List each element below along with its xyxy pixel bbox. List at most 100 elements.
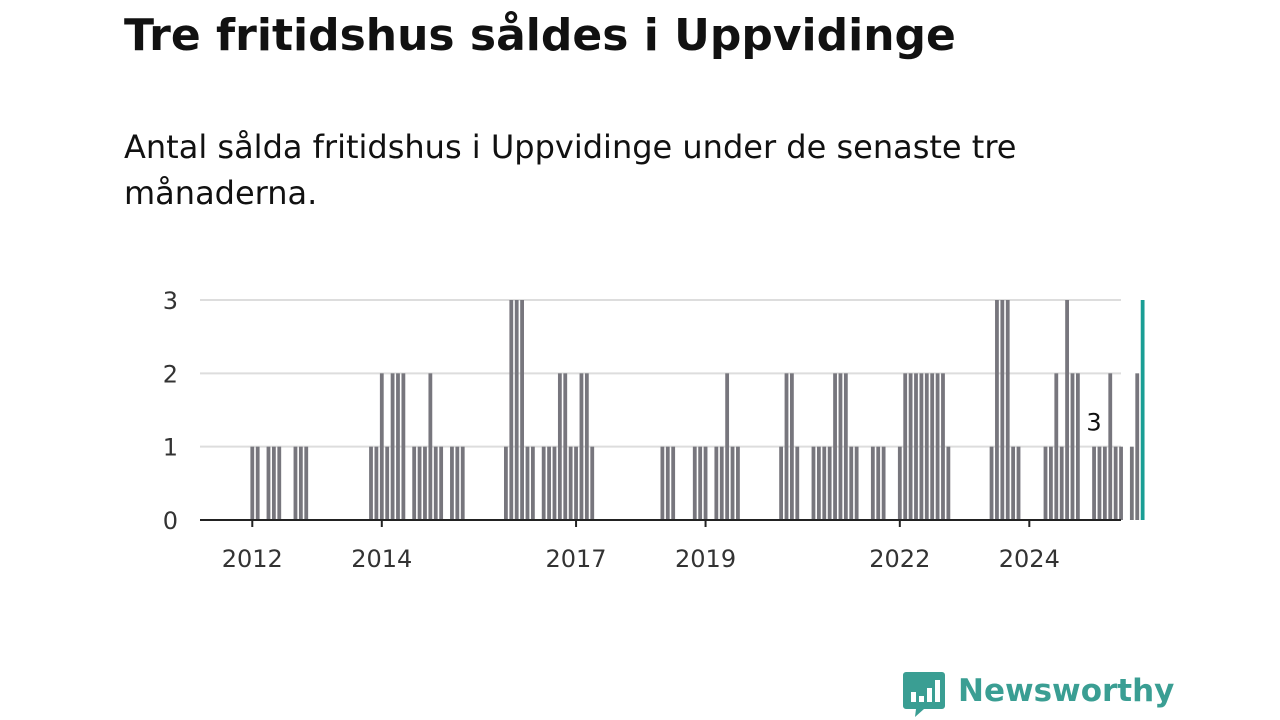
bar-2014-01 <box>379 373 384 520</box>
bar-2016-01 <box>509 300 514 520</box>
bar-2019-01 <box>703 446 708 520</box>
bar-2016-04 <box>525 446 530 520</box>
bar-2013-11 <box>369 446 373 520</box>
bar-2016-10 <box>557 373 562 520</box>
bar-undefined <box>1129 446 1134 520</box>
bar-2020-06 <box>795 446 800 520</box>
x-tick-label-2024: 2024 <box>999 545 1060 573</box>
x-tick-label-2014: 2014 <box>351 545 412 573</box>
bar-2023-08 <box>1000 300 1005 520</box>
brand-name: Newsworthy <box>958 673 1175 709</box>
bar-2019-07 <box>736 446 740 520</box>
y-tick-label-0: 0 <box>163 507 178 535</box>
bar-2012-02 <box>255 446 260 520</box>
x-tick-label-2022: 2022 <box>869 545 930 573</box>
bar-2021-02 <box>838 373 843 520</box>
bar-2022-09 <box>941 373 945 520</box>
bar-2017-04 <box>590 446 595 520</box>
bar-2014-05 <box>401 373 406 520</box>
bar-2023-09 <box>1005 300 1010 520</box>
bar-2014-02 <box>385 446 390 520</box>
x-tick-label-2019: 2019 <box>675 545 736 573</box>
bar-2021-04 <box>849 446 854 520</box>
bar-2022-05 <box>919 373 924 520</box>
bar-2023-07 <box>995 300 999 520</box>
bar-2024-09 <box>1070 373 1075 520</box>
bar-2014-04 <box>396 373 400 520</box>
bar-2014-10 <box>428 373 433 520</box>
bar-2015-03 <box>455 446 460 520</box>
bar-2020-10 <box>816 446 821 520</box>
bar-2020-03 <box>779 446 783 520</box>
bar-2015-04 <box>460 446 465 520</box>
newsworthy-logo-icon <box>903 672 945 717</box>
bar-2022-04 <box>914 373 918 520</box>
bar-2021-05 <box>854 446 859 520</box>
bar-2018-06 <box>665 446 670 520</box>
y-tick-label-1: 1 <box>163 434 178 462</box>
chart-subtitle: Antal sålda fritidshus i Uppvidinge unde… <box>124 128 1017 212</box>
bar-2023-06 <box>989 446 994 520</box>
bar-2022-02 <box>903 373 908 520</box>
bar-2016-05 <box>530 446 535 520</box>
bar-2014-09 <box>423 446 427 520</box>
last-value-label: 3 <box>1086 409 1101 437</box>
bar-2016-03 <box>520 300 524 520</box>
bar-undefined <box>1135 373 1140 520</box>
bar-undefined <box>1102 446 1107 520</box>
bar-2019-04 <box>719 446 724 520</box>
bar-2013-12 <box>374 446 379 520</box>
bar-2022-10 <box>946 446 951 520</box>
bar-2017-01 <box>574 446 578 520</box>
x-axis <box>200 519 1121 527</box>
bar-undefined <box>1097 446 1102 520</box>
bar-chart: 0 1 2 3 2012 2014 2017 2019 2022 2024 3 <box>163 287 1145 573</box>
bar-2021-10 <box>881 446 886 520</box>
bar-2022-07 <box>930 373 935 520</box>
bar-2017-02 <box>579 373 584 520</box>
bar-2021-08 <box>870 446 875 520</box>
bar-2024-10 <box>1075 373 1080 520</box>
bar-2025-01 <box>1092 446 1096 520</box>
bar-undefined <box>1108 373 1113 520</box>
bar-2019-05 <box>725 373 730 520</box>
bar-2016-09 <box>552 446 557 520</box>
bar-2024-05 <box>1049 446 1053 520</box>
bar-2018-07 <box>671 446 676 520</box>
bar-2024-07 <box>1059 446 1064 520</box>
bar-2022-08 <box>935 373 940 520</box>
bar-2021-09 <box>876 446 881 520</box>
bar-2020-09 <box>811 446 816 520</box>
x-tick-label-2017: 2017 <box>546 545 607 573</box>
bar-2012-05 <box>271 446 276 520</box>
y-tick-label-2: 2 <box>163 360 178 388</box>
bar-2022-06 <box>924 373 929 520</box>
bar-2012-04 <box>266 446 271 520</box>
bar-2015-02 <box>450 446 454 520</box>
bar-2014-11 <box>433 446 438 520</box>
bar-2014-03 <box>390 373 395 520</box>
bar-2016-08 <box>547 446 551 520</box>
bar-2020-11 <box>822 446 827 520</box>
bar-2020-04 <box>784 373 789 520</box>
bars <box>250 300 1145 520</box>
bar-2014-12 <box>439 446 444 520</box>
bar-2024-04 <box>1043 446 1048 520</box>
bar-2018-12 <box>698 446 703 520</box>
bar-2015-12 <box>504 446 508 520</box>
bar-2021-01 <box>833 373 837 520</box>
bar-2016-07 <box>541 446 546 520</box>
y-axis-labels: 0 1 2 3 <box>163 287 178 535</box>
bar-2016-12 <box>568 446 573 520</box>
bar-2017-03 <box>584 373 589 520</box>
bar-2014-08 <box>417 446 422 520</box>
bar-2023-10 <box>1011 446 1016 520</box>
bar-2012-09 <box>293 446 298 520</box>
bar-2012-06 <box>277 446 282 520</box>
bar-2018-05 <box>660 446 665 520</box>
bar-2018-11 <box>692 446 697 520</box>
chart-title: Tre fritidshus såldes i Uppvidinge <box>124 10 956 61</box>
bar-2019-06 <box>730 446 735 520</box>
bar-undefined <box>1140 300 1145 520</box>
bar-undefined <box>1113 446 1118 520</box>
